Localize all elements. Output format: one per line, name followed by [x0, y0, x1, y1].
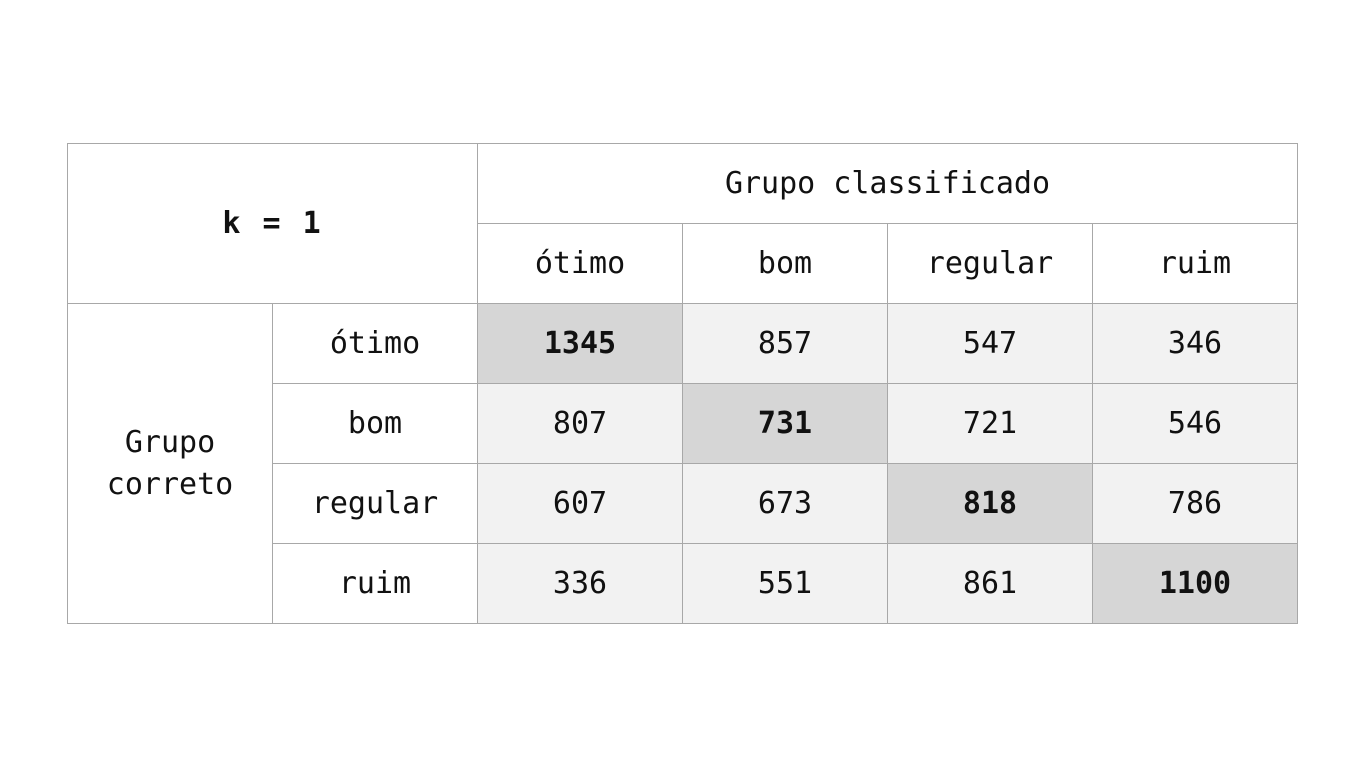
matrix-cell: 1345 — [477, 303, 683, 384]
matrix-cell: 607 — [477, 463, 683, 544]
matrix-cell: 807 — [477, 383, 683, 464]
matrix-cell: 546 — [1092, 383, 1298, 464]
matrix-cell: 551 — [682, 543, 888, 624]
matrix-cell: 818 — [887, 463, 1093, 544]
column-header-ruim: ruim — [1092, 223, 1298, 304]
row-group-header-line2: correto — [106, 466, 234, 502]
matrix-cell: 721 — [887, 383, 1093, 464]
row-header-ruim: ruim — [272, 543, 478, 624]
column-header-bom: bom — [682, 223, 888, 304]
confusion-matrix-table: k = 1 Grupo classificado ótimo bom regul… — [67, 143, 1298, 624]
matrix-cell: 346 — [1092, 303, 1298, 384]
matrix-cell: 1100 — [1092, 543, 1298, 624]
row-header-otimo: ótimo — [272, 303, 478, 384]
matrix-cell: 673 — [682, 463, 888, 544]
k-value-label: k = 1 — [67, 143, 478, 304]
column-group-header: Grupo classificado — [477, 143, 1298, 224]
matrix-cell: 336 — [477, 543, 683, 624]
row-group-header: Grupo correto — [67, 303, 273, 624]
column-header-otimo: ótimo — [477, 223, 683, 304]
matrix-cell: 547 — [887, 303, 1093, 384]
row-group-header-line1: Grupo — [124, 424, 216, 460]
matrix-cell: 857 — [682, 303, 888, 384]
row-header-regular: regular — [272, 463, 478, 544]
matrix-cell: 786 — [1092, 463, 1298, 544]
matrix-cell: 861 — [887, 543, 1093, 624]
column-header-regular: regular — [887, 223, 1093, 304]
row-header-bom: bom — [272, 383, 478, 464]
matrix-cell: 731 — [682, 383, 888, 464]
